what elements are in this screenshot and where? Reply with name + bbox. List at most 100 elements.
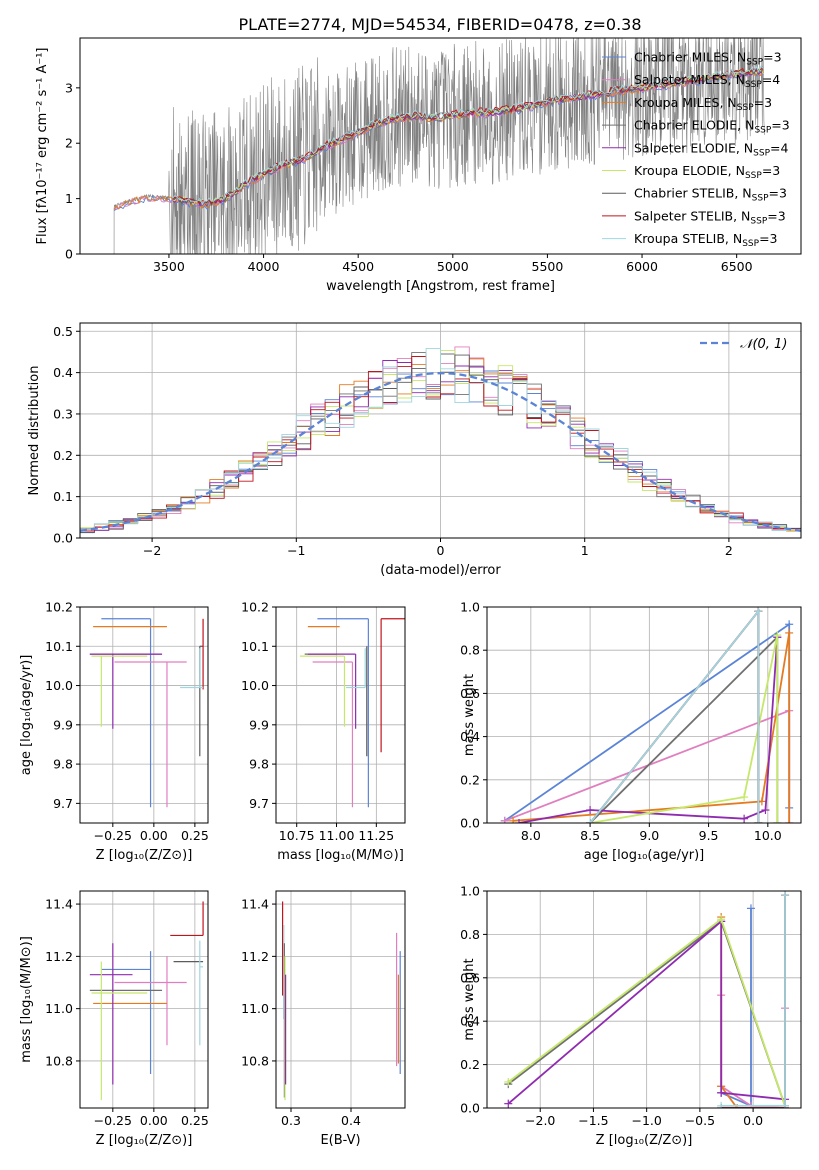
x-tick-label: 4500 — [342, 259, 374, 274]
x-axis-label: Z [log₁₀(Z/Z⊙)] — [96, 848, 193, 863]
residual_hist-frame — [79, 322, 802, 539]
mass_vs_Z-axes: −0.25 0.00 0.25 10.8 11.0 11.2 11.4 Z [log₁₀(Z/… — [19, 890, 209, 1148]
errorbar-kroupa-stelib — [180, 648, 204, 689]
y-tick-label: 1 — [65, 191, 73, 206]
errorbar-kroupa-stelib — [346, 648, 366, 689]
x-tick-label: −1.5 — [578, 1113, 608, 1128]
x-tick-label: −0.5 — [685, 1113, 715, 1128]
y-tick-label: 9.7 — [249, 796, 269, 811]
y-axis-label: mass weight — [462, 958, 477, 1040]
model-line-kroupa-stelib — [172, 65, 764, 206]
y-tick-label: 0 — [65, 247, 73, 262]
spectrum-axes: 3500 4000 4500 5000 5500 6000 6500 0 1 2 3 waveleng… — [35, 37, 802, 294]
x-tick-label: 6500 — [721, 259, 753, 274]
errorbar-chabrier-miles — [101, 951, 152, 1075]
x-tick-label: 11.25 — [358, 828, 394, 843]
y-tick-label: 0.4 — [460, 729, 480, 744]
x-tick-label: 9.0 — [639, 828, 659, 843]
y-tick-label: 0.0 — [460, 1101, 480, 1116]
legend-label: Salpeter MILES, NSSP=4 — [634, 72, 780, 90]
age_vs_Z-axes: −0.25 0.00 0.25 9.7 9.8 9.9 10.0 10.1 10.2 Z [log… — [19, 600, 209, 864]
legend-label: 𝒩(0, 1) — [740, 337, 787, 352]
x-tick-label: 10.75 — [279, 828, 315, 843]
age_vs_Z-plot-area — [89, 618, 204, 808]
y-tick-label: 1.0 — [460, 884, 480, 899]
spectrum-frame — [79, 37, 802, 255]
x-tick-label: −0.25 — [94, 828, 132, 843]
y-tick-label: 0.8 — [460, 643, 480, 658]
y-tick-label: 0.6 — [460, 686, 480, 701]
errorbar-kroupa-elodie — [91, 961, 148, 1101]
model-line-salpeter-stelib — [172, 67, 764, 205]
residual_hist-plot-area — [80, 346, 801, 535]
weight_vs_age-axes: 8.0 8.5 9.0 9.5 10.0 0.0 0.2 0.4 0.6 0.8 1.0 age [l… — [460, 600, 802, 863]
y-axis-label: Flux [fλ10⁻¹⁷ erg cm⁻² s⁻¹ A⁻¹] — [35, 48, 50, 245]
series-kroupa-stelib — [717, 891, 790, 1108]
errorbar-salpeter-elodie — [89, 653, 163, 729]
errorbar-salpeter-miles — [114, 661, 187, 808]
y-axis-label: mass [log₁₀(M/M⊙)] — [19, 936, 34, 1063]
x-axis-label: mass [log₁₀(M/M⊙)] — [277, 848, 404, 863]
y-tick-label: 0.8 — [460, 927, 480, 942]
x-tick-label: 1 — [581, 543, 589, 558]
y-axis-label: Normed distribution — [27, 366, 42, 496]
y-tick-label: 9.7 — [53, 796, 73, 811]
x-tick-label: 0 — [437, 543, 445, 558]
y-tick-label: 11.0 — [241, 1001, 269, 1016]
y-tick-label: 9.8 — [249, 757, 269, 772]
y-tick-label: 0.2 — [460, 1057, 480, 1072]
series-kroupa-stelib — [586, 607, 763, 823]
x-tick-label: 10.0 — [754, 828, 782, 843]
y-tick-label: 11.4 — [45, 897, 73, 912]
y-tick-label: 0.1 — [53, 489, 73, 504]
y-tick-label: 10.2 — [241, 600, 269, 615]
x-tick-label: 5500 — [532, 259, 564, 274]
legend-label: Chabrier MILES, NSSP=3 — [634, 50, 782, 68]
y-tick-label: 10.1 — [45, 639, 73, 654]
hist-kroupa-stelib — [80, 347, 801, 535]
weight_vs_age-frame — [486, 606, 802, 824]
errorbar-kroupa-elodie — [299, 655, 346, 727]
mass_vs_Z-frame — [79, 890, 209, 1109]
errorbar-kroupa-stelib — [199, 940, 204, 1046]
y-axis-label: age [log₁₀(age/yr)] — [19, 655, 34, 776]
weight_vs_Z-frame — [486, 890, 802, 1109]
series-kroupa-elodie — [586, 631, 782, 823]
y-tick-label: 11.0 — [45, 1001, 73, 1016]
x-tick-label: 8.5 — [580, 828, 600, 843]
y-tick-label: 1.0 — [460, 600, 480, 615]
errorbar-chabrier-miles — [101, 618, 152, 808]
y-tick-label: 0.3 — [53, 406, 73, 421]
errorbar-salpeter-miles — [312, 661, 354, 808]
y-tick-label: 10.0 — [241, 678, 269, 693]
legend-label: Kroupa STELIB, NSSP=3 — [634, 231, 778, 249]
y-tick-label: 0.4 — [53, 365, 73, 380]
mass_vs_ebv-frame — [275, 890, 406, 1109]
y-tick-label: 2 — [65, 136, 73, 151]
y-tick-label: 10.8 — [45, 1053, 73, 1068]
legend-label: Kroupa ELODIE, NSSP=3 — [634, 163, 780, 181]
mass_vs_Z-plot-area — [89, 901, 204, 1101]
y-tick-label: 9.8 — [53, 757, 73, 772]
errorbar-salpeter-elodie — [89, 943, 133, 1085]
series-kroupa-miles — [509, 628, 794, 823]
x-axis-label: Z [log₁₀(Z/Z⊙)] — [596, 1133, 693, 1148]
figure-title: PLATE=2774, MJD=54534, FIBERID=0478, z=0… — [238, 15, 641, 34]
x-axis-label: E(B-V) — [320, 1133, 360, 1148]
y-tick-label: 9.9 — [53, 717, 73, 732]
x-tick-label: 0.00 — [140, 828, 168, 843]
errorbar-salpeter-stelib — [170, 901, 204, 937]
y-tick-label: 11.2 — [45, 949, 73, 964]
x-tick-label: 0.00 — [140, 1113, 168, 1128]
y-tick-label: 3 — [65, 80, 73, 95]
hist-legend: 𝒩(0, 1) — [700, 337, 787, 352]
y-tick-label: 10.1 — [241, 639, 269, 654]
series-chabrier-elodie — [586, 633, 782, 823]
x-tick-label: −2.0 — [525, 1113, 555, 1128]
y-tick-label: 0.0 — [53, 531, 73, 546]
model-line-chabrier-stelib — [172, 67, 764, 206]
age_vs_mass-plot-area — [299, 618, 405, 808]
normal-curve — [80, 371, 801, 532]
x-tick-label: 11.00 — [319, 828, 355, 843]
